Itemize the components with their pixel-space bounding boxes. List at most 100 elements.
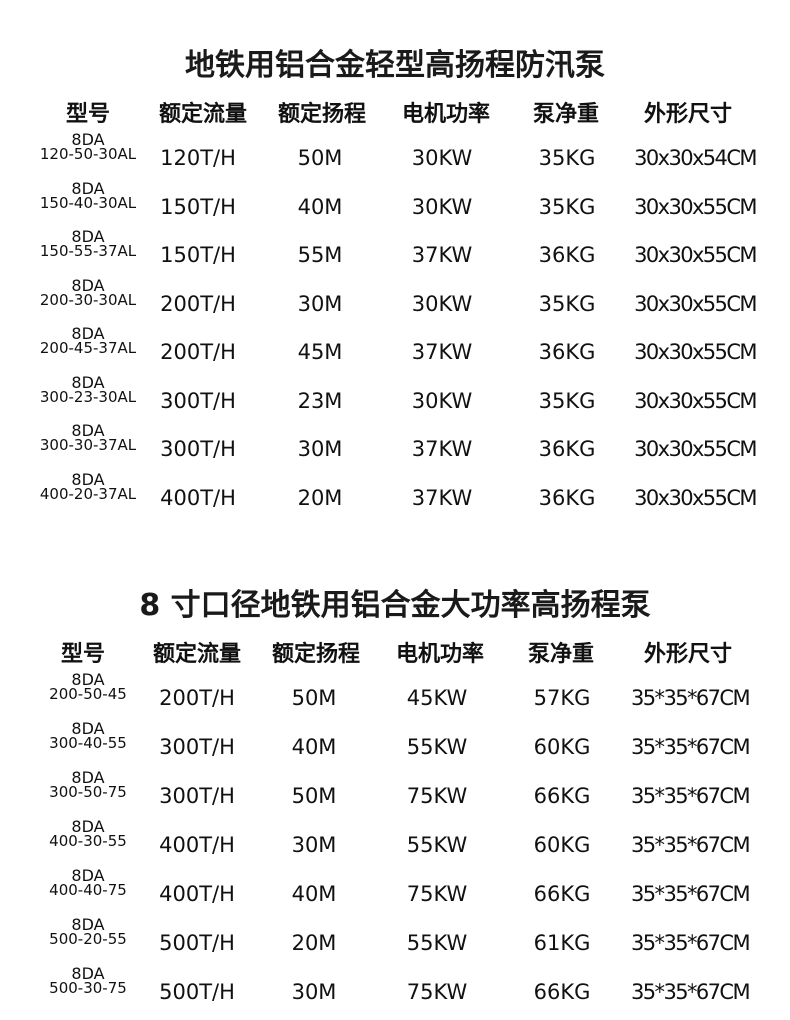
- weight-cell: 66KG: [533, 980, 591, 1004]
- table-row: 8DA 200-50-45 200T/H 50M 45KW 57KG 35*35*67CM: [0, 672, 790, 720]
- column-header: 额定流量: [158, 102, 248, 127]
- size-cell: 30x30x55CM: [634, 437, 757, 461]
- size-cell: 30x30x55CM: [634, 388, 757, 413]
- model-number: 500-20-55: [49, 930, 127, 948]
- flow-cell: 200T/H: [160, 340, 236, 364]
- model-cell: 8DA 500-30-75: [49, 966, 127, 996]
- flow-cell: 150T/H: [160, 243, 236, 267]
- model-prefix: 8DA: [71, 469, 105, 489]
- head-cell: 30M: [291, 833, 337, 857]
- power-cell: 75KW: [406, 882, 468, 906]
- model-cell: 8DA 150-55-37AL: [40, 229, 136, 259]
- power-cell: 45KW: [406, 686, 468, 710]
- power-cell: 30KW: [411, 194, 473, 219]
- model-prefix: 8DA: [71, 178, 105, 198]
- weight-cell: 66KG: [533, 784, 591, 808]
- size-cell: 35*35*67CM: [631, 882, 751, 906]
- column-header: 外形尺寸: [643, 642, 733, 667]
- size-cell: 30x30x55CM: [634, 194, 757, 219]
- model-number: 120-50-30AL: [39, 145, 137, 163]
- flow-cell: 500T/H: [159, 931, 235, 955]
- power-cell: 55KW: [406, 931, 468, 955]
- flow-cell: 300T/H: [159, 735, 235, 759]
- model-number: 400-20-37AL: [39, 484, 137, 503]
- column-header: 额定流量: [152, 642, 242, 667]
- model-prefix: 8DA: [71, 275, 105, 295]
- weight-cell: 35KG: [538, 388, 596, 413]
- size-cell: 30x30x55CM: [634, 291, 757, 316]
- size-cell: 35*35*67CM: [631, 735, 751, 759]
- head-cell: 30M: [291, 980, 337, 1004]
- model-prefix: 8DA: [71, 227, 105, 246]
- model-cell: 8DA 200-50-45: [49, 672, 127, 702]
- flow-cell: 200T/H: [160, 291, 236, 316]
- model-cell: 8DA 300-30-37AL: [40, 423, 136, 453]
- size-cell: 35*35*67CM: [631, 980, 751, 1004]
- table-row: 8DA 400-20-37AL 400T/H 20M 37KW 36KG 30x30x55C…: [0, 469, 790, 520]
- column-header: 额定扬程: [277, 102, 367, 127]
- power-cell: 30KW: [411, 388, 473, 413]
- column-header: 型号: [65, 102, 111, 127]
- table-title: 8 寸口径地铁用铝合金大功率高扬程泵: [139, 588, 651, 623]
- flow-cell: 300T/H: [160, 388, 236, 413]
- column-header: 泵净重: [527, 642, 595, 667]
- power-cell: 30KW: [411, 291, 473, 316]
- model-prefix: 8DA: [71, 866, 105, 885]
- head-cell: 45M: [297, 340, 343, 364]
- model-number: 300-50-75: [49, 783, 127, 801]
- flow-cell: 200T/H: [159, 686, 235, 710]
- model-number: 400-40-75: [49, 881, 127, 899]
- table-row: 8DA 300-40-55 300T/H 40M 55KW 60KG 35*35*67CM: [0, 721, 790, 769]
- model-cell: 8DA 200-30-30AL: [39, 275, 137, 309]
- head-cell: 30M: [297, 437, 343, 461]
- model-cell: 8DA 400-40-75: [49, 868, 127, 898]
- weight-cell: 60KG: [533, 735, 591, 759]
- power-cell: 37KW: [411, 437, 473, 461]
- model-cell: 8DA 400-20-37AL: [39, 469, 137, 503]
- table-row: 8DA 300-23-30AL 300T/H 23M 30KW 35KG 30x30x55C…: [0, 374, 790, 423]
- head-cell: 30M: [297, 291, 343, 316]
- model-number: 500-30-75: [49, 979, 127, 997]
- model-prefix: 8DA: [71, 768, 105, 787]
- weight-cell: 36KG: [538, 243, 596, 267]
- weight-cell: 36KG: [538, 437, 596, 461]
- column-header: 泵净重: [532, 102, 600, 127]
- model-prefix: 8DA: [71, 421, 105, 440]
- model-prefix: 8DA: [71, 670, 105, 689]
- table-row: 8DA 200-45-37AL 200T/H 45M 37KW 36KG 30x30x55C…: [0, 326, 790, 374]
- column-header: 电机功率: [395, 642, 485, 667]
- model-prefix: 8DA: [71, 915, 105, 934]
- size-cell: 30x30x55CM: [634, 485, 757, 510]
- table-row: 8DA 150-40-30AL 150T/H 40M 30KW 35KG 30x30x55C…: [0, 178, 790, 229]
- power-cell: 37KW: [411, 243, 473, 267]
- model-number: 150-55-37AL: [39, 242, 137, 260]
- weight-cell: 61KG: [533, 931, 591, 955]
- head-cell: 40M: [291, 882, 337, 906]
- column-header: 外形尺寸: [643, 102, 733, 127]
- column-header: 电机功率: [401, 102, 491, 127]
- table-row: 8DA 200-30-30AL 200T/H 30M 30KW 35KG 30x30x55C…: [0, 275, 790, 326]
- model-prefix: 8DA: [71, 130, 105, 149]
- model-number: 200-30-30AL: [39, 290, 137, 309]
- table-row: 8DA 400-30-55 400T/H 30M 55KW 60KG 35*35*67CM: [0, 819, 790, 867]
- head-cell: 50M: [297, 146, 343, 170]
- model-cell: 8DA 300-23-30AL: [39, 374, 137, 406]
- size-cell: 30x30x55CM: [634, 243, 757, 267]
- model-cell: 8DA 500-20-55: [49, 917, 127, 947]
- model-number: 300-23-30AL: [39, 387, 137, 406]
- column-header: 额定扬程: [271, 642, 361, 667]
- size-cell: 35*35*67CM: [631, 833, 751, 857]
- table-row: 8DA 400-40-75 400T/H 40M 75KW 66KG 35*35*67CM: [0, 868, 790, 916]
- column-header: 型号: [60, 642, 106, 667]
- table-title: 地铁用铝合金轻型高扬程防汛泵: [185, 48, 605, 83]
- model-prefix: 8DA: [71, 817, 105, 836]
- head-cell: 55M: [297, 243, 343, 267]
- model-cell: 8DA 200-45-37AL: [40, 326, 136, 356]
- table-row: 8DA 500-20-55 500T/H 20M 55KW 61KG 35*35*67CM: [0, 917, 790, 965]
- head-cell: 20M: [297, 485, 343, 510]
- head-cell: 40M: [297, 194, 343, 219]
- power-cell: 30KW: [411, 146, 473, 170]
- weight-cell: 35KG: [538, 146, 596, 170]
- flow-cell: 400T/H: [159, 833, 235, 857]
